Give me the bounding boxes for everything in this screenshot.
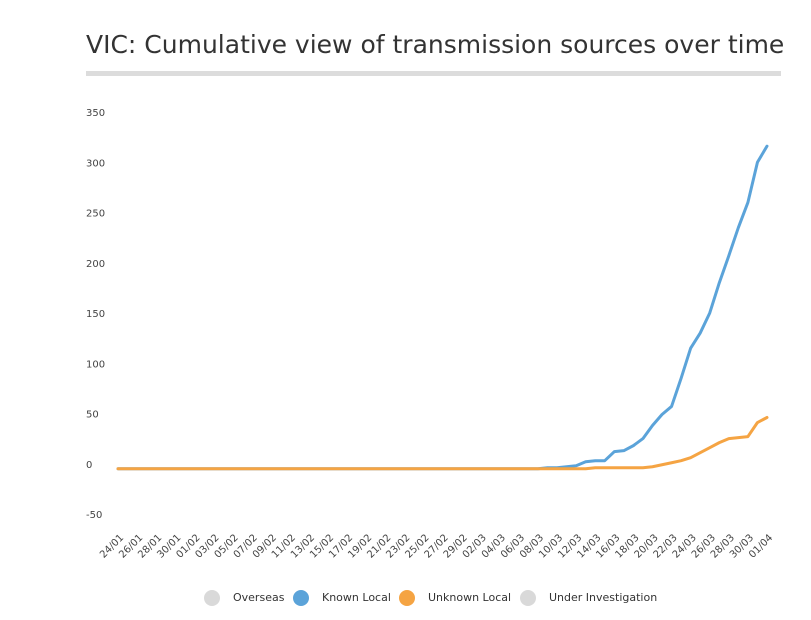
legend-swatch [399,590,415,606]
y-tick-label: 300 [86,158,105,169]
legend-label: Under Investigation [549,591,657,604]
y-tick-label: -50 [86,510,102,521]
legend-label: Overseas [233,591,285,604]
y-tick-label: 100 [86,359,105,370]
y-tick-label: 200 [86,259,105,270]
y-tick-label: 150 [86,309,105,320]
title-rule [86,71,781,76]
chart-title: VIC: Cumulative view of transmission sou… [86,30,784,59]
y-tick-label: 350 [86,108,105,119]
y-tick-label: 50 [86,410,99,421]
legend-swatch [520,590,536,606]
legend-label: Unknown Local [428,591,511,604]
line-series [116,416,769,471]
legend-swatch [293,590,309,606]
legend-swatch [204,590,220,606]
legend-label: Known Local [322,591,391,604]
y-tick-label: 0 [86,460,92,471]
y-tick-label: 250 [86,209,105,220]
line-series [116,144,769,471]
